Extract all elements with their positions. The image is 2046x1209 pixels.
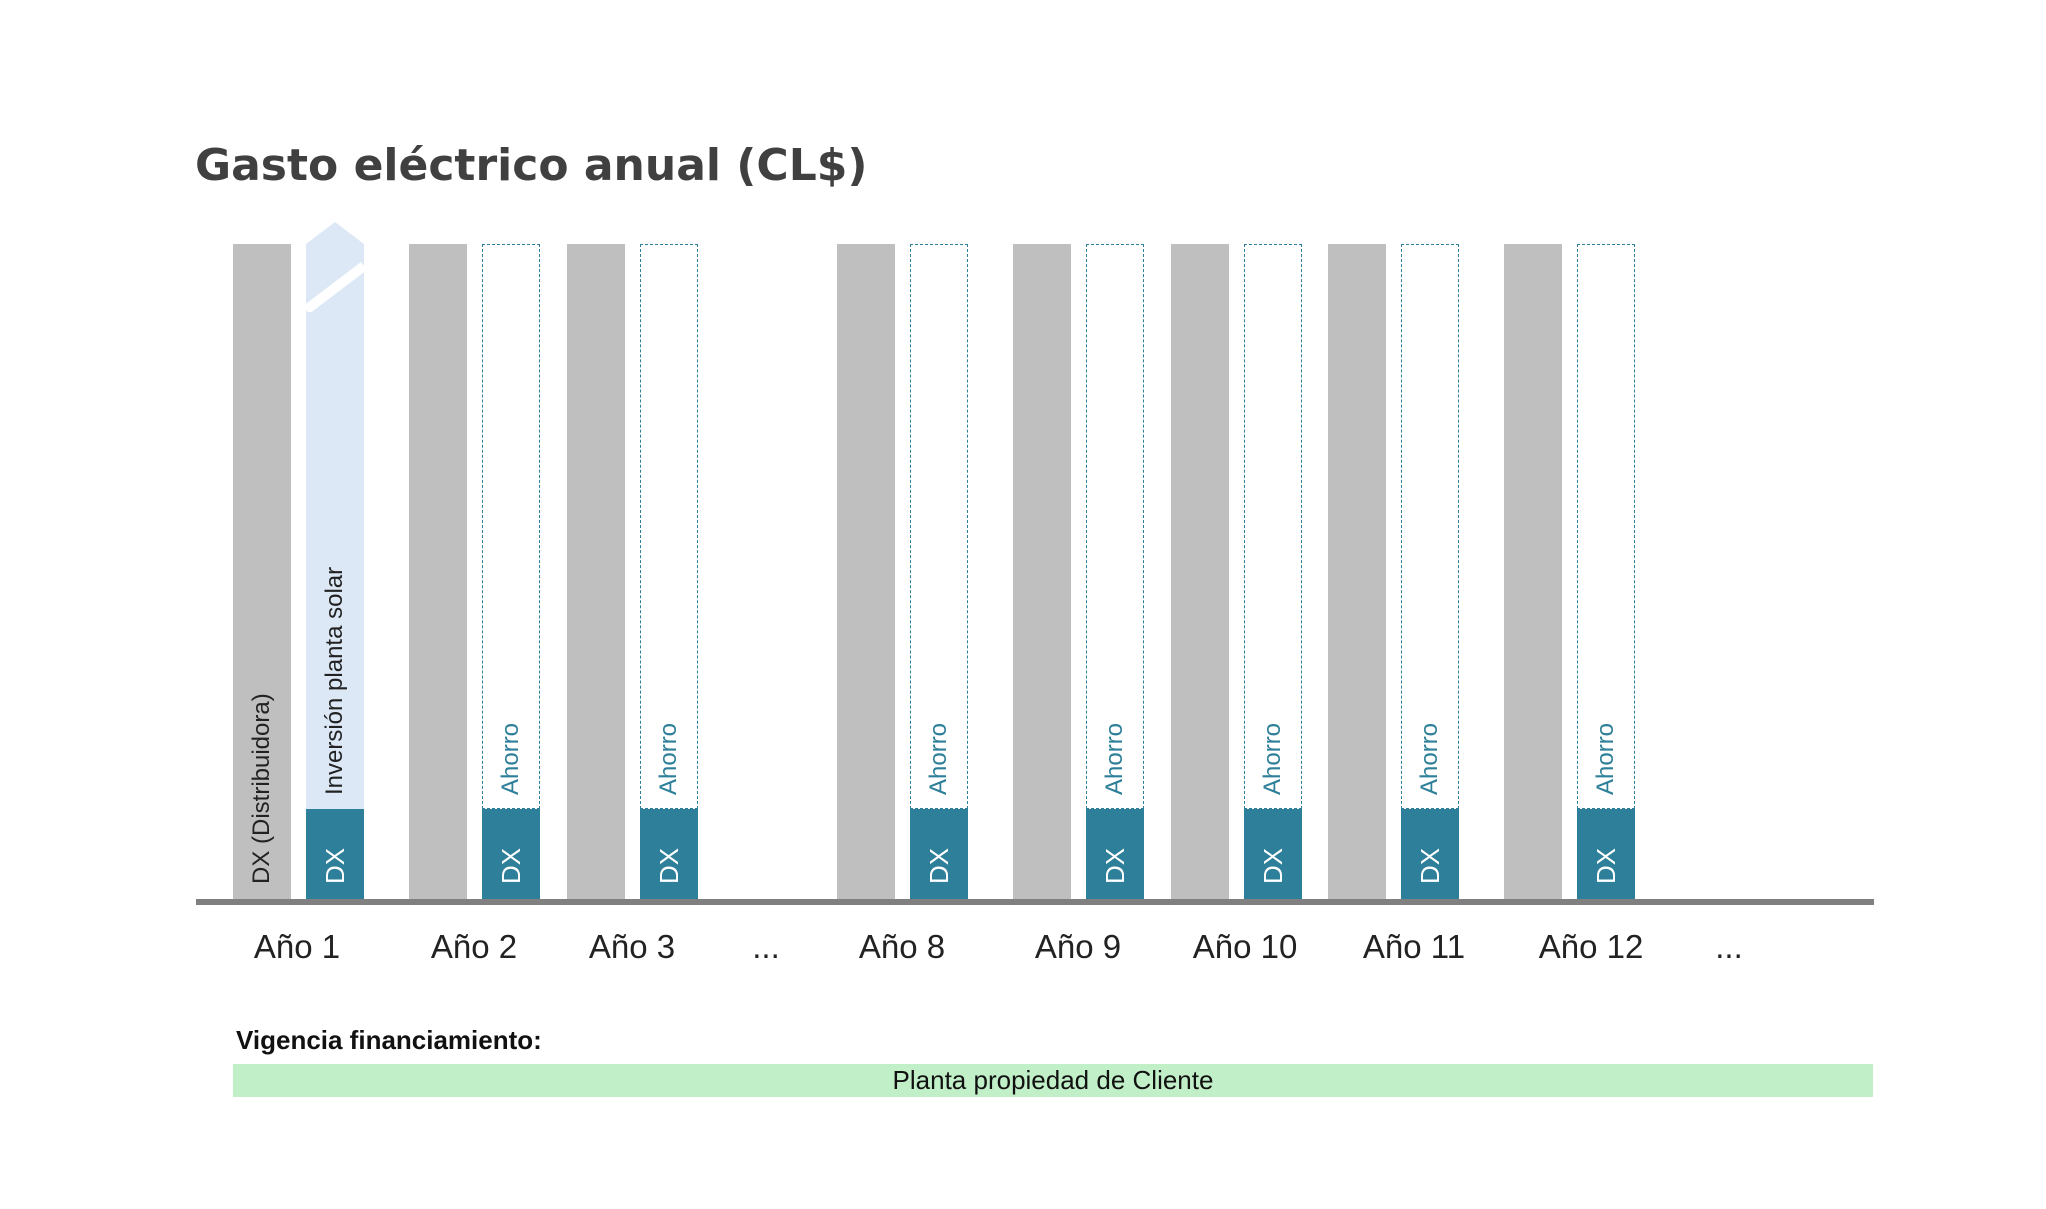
dx-bar-segment [640, 809, 698, 899]
year-label: Año 8 [858, 928, 946, 965]
savings-bar [1244, 244, 1302, 809]
dx-label: DX [1591, 847, 1621, 884]
savings-bar [482, 244, 540, 809]
distributor-bar [837, 244, 895, 899]
dx-label: DX [924, 847, 954, 884]
savings-label: Ahorro [655, 722, 682, 795]
dx-label: DX [496, 847, 526, 884]
year-label: Año 12 [1538, 928, 1644, 965]
savings-bar [910, 244, 968, 809]
year-label: Año 10 [1192, 928, 1298, 965]
dx-bar-segment [910, 809, 968, 899]
dx-bar-segment [1086, 809, 1144, 899]
distributor-bar [409, 244, 467, 899]
year-label: Año 9 [1034, 928, 1122, 965]
dx-label: DX [1100, 847, 1130, 884]
solar-investment-label: Inversión planta solar [321, 566, 348, 795]
client-ownership-text: Planta propiedad de Cliente [892, 1065, 1214, 1095]
ellipsis-label: ... [1715, 928, 1743, 965]
dx-label: DX [1415, 847, 1445, 884]
dx-label: DX [654, 847, 684, 884]
dx-bar-segment [1577, 809, 1635, 899]
dx-label: DX [320, 847, 350, 884]
year-label: Año 2 [430, 928, 518, 965]
savings-label: Ahorro [1416, 722, 1443, 795]
year-label: Año 1 [253, 928, 341, 965]
dx-bar-segment [482, 809, 540, 899]
axis-break-mark [306, 262, 364, 312]
savings-bar [640, 244, 698, 809]
baseline-axis [196, 899, 1874, 905]
dx-bar-segment [1401, 809, 1459, 899]
financing-label: Vigencia financiamiento: [236, 1025, 542, 1055]
savings-label: Ahorro [1592, 722, 1619, 795]
savings-label: Ahorro [1101, 722, 1128, 795]
savings-label: Ahorro [497, 722, 524, 795]
year-label: Año 11 [1362, 928, 1466, 965]
dx-bar-segment [306, 809, 364, 899]
savings-bar [1086, 244, 1144, 809]
client-ownership-bar: Planta propiedad de Cliente [233, 1064, 1873, 1097]
distributor-bar [1504, 244, 1562, 899]
distributor-bar [567, 244, 625, 899]
savings-label: Ahorro [1259, 722, 1286, 795]
distributor-bar [1328, 244, 1386, 899]
distributor-bar [233, 244, 291, 899]
savings-bar [1577, 244, 1635, 809]
dx-bar-segment [1244, 809, 1302, 899]
distributor-bar [1013, 244, 1071, 899]
savings-bar [1401, 244, 1459, 809]
solar-investment-bar [306, 222, 364, 809]
distributor-bar [1171, 244, 1229, 899]
distributor-bar-label: DX (Distribuidora) [248, 693, 275, 884]
dx-label: DX [1258, 847, 1288, 884]
savings-label: Ahorro [925, 722, 952, 795]
year-label: Año 3 [588, 928, 676, 965]
chart-title: Gasto eléctrico anual (CL$) [195, 140, 868, 191]
ellipsis-label: ... [752, 928, 780, 965]
